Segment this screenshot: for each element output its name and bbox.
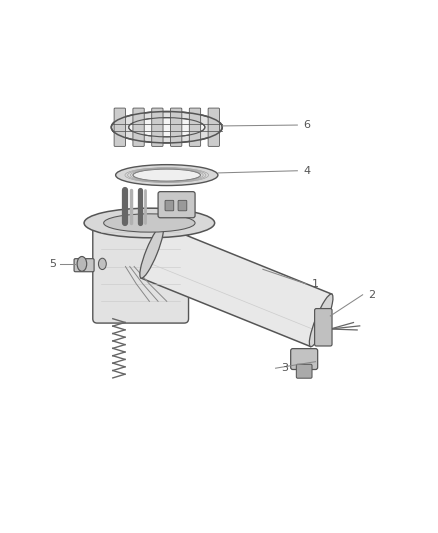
Ellipse shape [133, 169, 201, 181]
Ellipse shape [309, 294, 333, 346]
FancyBboxPatch shape [158, 192, 195, 218]
Ellipse shape [104, 214, 195, 232]
FancyBboxPatch shape [152, 108, 163, 147]
FancyBboxPatch shape [314, 309, 332, 346]
Text: 3: 3 [281, 363, 288, 373]
FancyBboxPatch shape [93, 219, 188, 323]
Text: 1: 1 [312, 279, 319, 289]
FancyBboxPatch shape [291, 349, 318, 369]
Ellipse shape [77, 256, 87, 271]
Text: 6: 6 [303, 120, 310, 130]
Ellipse shape [99, 258, 106, 270]
Ellipse shape [111, 111, 222, 143]
FancyBboxPatch shape [297, 364, 312, 378]
FancyBboxPatch shape [208, 108, 219, 147]
Text: 4: 4 [303, 166, 310, 176]
Text: 2: 2 [368, 290, 375, 300]
Polygon shape [141, 225, 332, 346]
FancyBboxPatch shape [165, 200, 174, 211]
Ellipse shape [116, 165, 218, 185]
FancyBboxPatch shape [189, 108, 201, 147]
FancyBboxPatch shape [74, 259, 94, 272]
FancyBboxPatch shape [114, 108, 125, 147]
FancyBboxPatch shape [178, 200, 187, 211]
FancyBboxPatch shape [133, 108, 144, 147]
Ellipse shape [140, 225, 163, 278]
FancyBboxPatch shape [170, 108, 182, 147]
Ellipse shape [129, 118, 205, 137]
Text: 5: 5 [49, 259, 56, 269]
Ellipse shape [84, 208, 215, 238]
